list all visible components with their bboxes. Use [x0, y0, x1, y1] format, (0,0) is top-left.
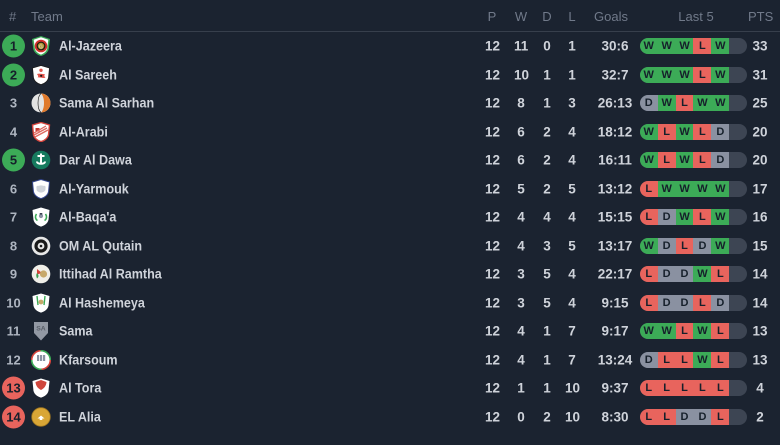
svg-text:G: G — [39, 45, 43, 51]
svg-text:SA: SA — [36, 326, 46, 333]
